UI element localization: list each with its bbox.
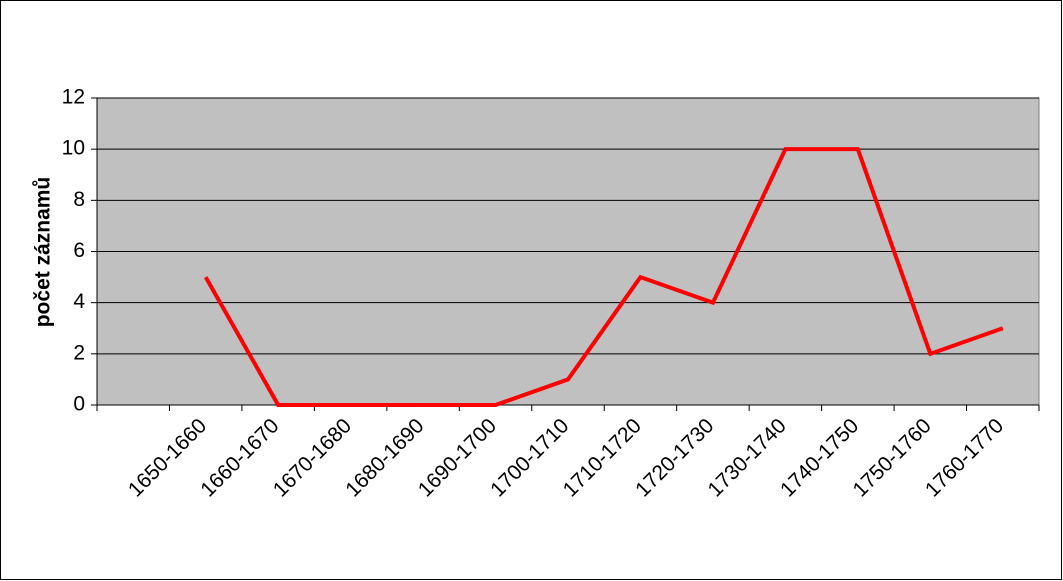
y-tick-label: 4 [73,290,85,313]
y-tick-label: 6 [73,239,85,262]
y-tick-label: 2 [73,341,85,364]
y-tick-label: 8 [73,188,85,211]
y-axis-title: počet záznamů [32,177,55,328]
y-tick-label: 0 [73,393,85,416]
y-tick-label: 12 [62,86,85,109]
y-tick-label: 10 [62,137,85,160]
series-line [203,147,1004,407]
